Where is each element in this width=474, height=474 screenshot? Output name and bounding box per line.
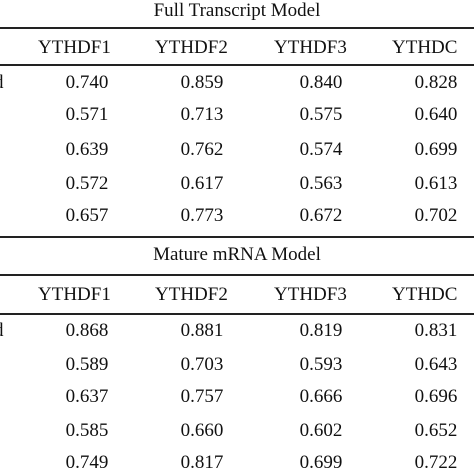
row-label-fragment: d <box>0 72 4 94</box>
rule-under-title <box>0 27 474 29</box>
panel-full-transcript: Full Transcript Model YTHDF1 YTHDF2 YTHD… <box>0 0 474 236</box>
table-cell: 0.749 <box>65 452 109 473</box>
table-cell: 0.831 <box>414 320 458 341</box>
table-cell: 0.828 <box>414 72 458 93</box>
table-cell: 0.703 <box>180 354 224 375</box>
table-cell: 0.563 <box>299 173 343 194</box>
table-cell: 0.637 <box>65 386 109 407</box>
table-cell: 0.696 <box>414 386 458 407</box>
table-cell: 0.819 <box>299 320 343 341</box>
table-cell: 0.672 <box>299 205 343 226</box>
table-cell: 0.702 <box>414 205 458 226</box>
table-cell: 0.740 <box>65 72 109 93</box>
table-cell: 0.585 <box>65 420 109 441</box>
row-label-fragment: d <box>0 320 4 342</box>
table-cell: 0.660 <box>180 420 224 441</box>
column-header-ythdf3: YTHDF3 <box>274 37 347 58</box>
table-cell: 0.602 <box>299 420 343 441</box>
table-cell: 0.817 <box>180 452 224 473</box>
table-cell: 0.652 <box>414 420 458 441</box>
panel-title: Full Transcript Model <box>153 0 321 21</box>
column-header-ythdf2: YTHDF2 <box>155 37 228 58</box>
table-cell: 0.713 <box>180 104 224 125</box>
table-cell: 0.572 <box>65 173 109 194</box>
table-cell: 0.613 <box>414 173 458 194</box>
table-cell: 0.639 <box>65 139 109 160</box>
table-cell: 0.575 <box>299 104 343 125</box>
table-cell: 0.643 <box>414 354 458 375</box>
table-cell: 0.657 <box>65 205 109 226</box>
column-header-ythdf2: YTHDF2 <box>155 284 228 305</box>
table-cell: 0.593 <box>299 354 343 375</box>
panel-title: Mature mRNA Model <box>153 244 321 265</box>
table-cell: 0.722 <box>414 452 458 473</box>
rule-between-panels <box>0 236 474 238</box>
table-cell: 0.773 <box>180 205 224 226</box>
table-cell: 0.574 <box>299 139 343 160</box>
table-cell: 0.757 <box>180 386 224 407</box>
column-header-ythdc: YTHDC <box>392 284 458 305</box>
column-header-ythdf3: YTHDF3 <box>274 284 347 305</box>
table-cell: 0.840 <box>299 72 343 93</box>
table-cell: 0.868 <box>65 320 109 341</box>
table-cell: 0.881 <box>180 320 224 341</box>
column-header-ythdf1: YTHDF1 <box>38 284 111 305</box>
panel-mature-mrna: Mature mRNA Model YTHDF1 YTHDF2 YTHDF3 Y… <box>0 240 474 474</box>
table-cell: 0.589 <box>65 354 109 375</box>
table-cell: 0.699 <box>414 139 458 160</box>
rule-under-header <box>0 313 474 315</box>
column-header-ythdf1: YTHDF1 <box>38 37 111 58</box>
table-cell: 0.571 <box>65 104 109 125</box>
table-cell: 0.762 <box>180 139 224 160</box>
table-cell: 0.640 <box>414 104 458 125</box>
table-cell: 0.666 <box>299 386 343 407</box>
rule-under-title <box>0 274 474 276</box>
table-cell: 0.699 <box>299 452 343 473</box>
table-cell: 0.859 <box>180 72 224 93</box>
table-cell: 0.617 <box>180 173 224 194</box>
column-header-ythdc: YTHDC <box>392 37 458 58</box>
rule-under-header <box>0 64 474 66</box>
